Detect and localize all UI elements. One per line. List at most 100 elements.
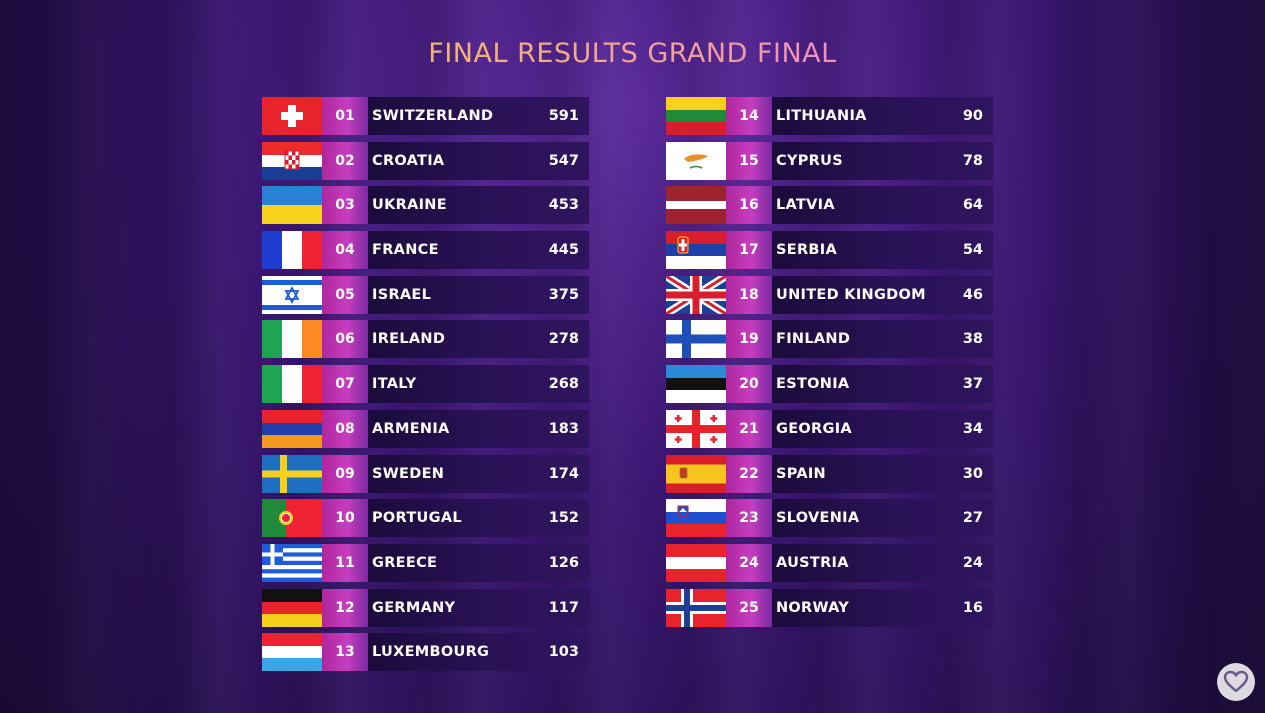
country-name: IRELAND (372, 331, 446, 348)
points-value: 453 (548, 197, 579, 214)
result-bar: AUSTRIA 24 (772, 543, 993, 582)
country-name: SPAIN (776, 465, 826, 482)
flag-spain-icon (666, 454, 726, 493)
country-name: SLOVENIA (776, 510, 860, 527)
flag-sweden-icon (262, 454, 322, 493)
points-value: 24 (962, 554, 983, 571)
result-bar: GREECE 126 (368, 543, 589, 582)
points-value: 37 (962, 376, 983, 393)
favorite-button[interactable] (1217, 663, 1255, 701)
flag-serbia-icon (666, 231, 726, 270)
country-name: LUXEMBOURG (372, 644, 490, 661)
flag-france-icon (262, 231, 322, 270)
result-bar: ISRAEL 375 (368, 275, 589, 314)
result-row-08: 08 ARMENIA 183 (262, 409, 589, 448)
points-value: 591 (548, 108, 579, 124)
country-name: CYPRUS (776, 152, 843, 169)
result-row-23: 23 SLOVENIA 27 (666, 499, 993, 538)
result-row-24: 24 AUSTRIA 24 (666, 543, 993, 582)
points-value: 278 (548, 331, 579, 348)
country-name: GEORGIA (776, 420, 852, 437)
result-bar: ITALY 268 (368, 365, 589, 404)
result-row-22: 22 SPAIN 30 (666, 454, 993, 493)
country-name: NORWAY (776, 599, 850, 616)
result-bar: FINLAND 38 (772, 320, 993, 359)
country-name: UKRAINE (372, 197, 447, 214)
page-title: FINAL RESULTS GRAND FINAL (0, 38, 1265, 69)
points-value: 27 (962, 510, 983, 527)
rank-number: 01 (322, 97, 368, 135)
rank-number: 03 (322, 186, 368, 225)
result-bar: IRELAND 278 (368, 320, 589, 359)
country-name: FINLAND (776, 331, 851, 348)
rank-number: 25 (726, 588, 772, 627)
flag-lithuania-icon (666, 97, 726, 135)
result-row-09: 09 SWEDEN 174 (262, 454, 589, 493)
rank-number: 12 (322, 588, 368, 627)
points-value: 547 (548, 152, 579, 169)
flag-israel-icon (262, 275, 322, 314)
result-bar: PORTUGAL 152 (368, 499, 589, 538)
country-name: LITHUANIA (776, 108, 867, 124)
country-name: ARMENIA (372, 420, 450, 437)
flag-norway-icon (666, 588, 726, 627)
country-name: PORTUGAL (372, 510, 462, 527)
results-column-left: 01 SWITZERLAND 591 02 CROATIA 547 03 UKRAI… (262, 97, 589, 678)
flag-italy-icon (262, 365, 322, 404)
country-name: SWITZERLAND (372, 108, 494, 124)
rank-number: 15 (726, 141, 772, 180)
points-value: 64 (962, 197, 983, 214)
rank-number: 02 (322, 141, 368, 180)
rank-number: 05 (322, 275, 368, 314)
points-value: 174 (548, 465, 579, 482)
result-row-05: 05 ISRAEL 375 (262, 275, 589, 314)
rank-number: 06 (322, 320, 368, 359)
result-bar: GERMANY 117 (368, 588, 589, 627)
result-bar: ARMENIA 183 (368, 409, 589, 448)
result-bar: SPAIN 30 (772, 454, 993, 493)
rank-number: 11 (322, 543, 368, 582)
flag-ukraine-icon (262, 186, 322, 225)
result-bar: FRANCE 445 (368, 231, 589, 270)
result-row-16: 16 LATVIA 64 (666, 186, 993, 225)
points-value: 38 (962, 331, 983, 348)
result-bar: SWEDEN 174 (368, 454, 589, 493)
result-bar: GEORGIA 34 (772, 409, 993, 448)
result-row-03: 03 UKRAINE 453 (262, 186, 589, 225)
points-value: 54 (962, 242, 983, 259)
rank-number: 13 (322, 633, 368, 672)
points-value: 268 (548, 376, 579, 393)
points-value: 30 (962, 465, 983, 482)
result-bar: LUXEMBOURG 103 (368, 633, 589, 672)
result-row-14: 14 LITHUANIA 90 (666, 97, 993, 135)
points-value: 16 (962, 599, 983, 616)
rank-number: 18 (726, 275, 772, 314)
rank-number: 10 (322, 499, 368, 538)
points-value: 46 (962, 286, 983, 303)
result-row-06: 06 IRELAND 278 (262, 320, 589, 359)
rank-number: 23 (726, 499, 772, 538)
points-value: 375 (548, 286, 579, 303)
heart-icon (1223, 670, 1249, 693)
flag-germany-icon (262, 588, 322, 627)
points-value: 445 (548, 242, 579, 259)
result-row-07: 07 ITALY 268 (262, 365, 589, 404)
flag-slovenia-icon (666, 499, 726, 538)
points-value: 34 (962, 420, 983, 437)
result-bar: UNITED KINGDOM 46 (772, 275, 993, 314)
rank-number: 24 (726, 543, 772, 582)
rank-number: 04 (322, 231, 368, 270)
points-value: 78 (962, 152, 983, 169)
results-column-right: 14 LITHUANIA 90 15 CYPRUS 78 16 LATVIA 64 1… (666, 97, 993, 633)
rank-number: 17 (726, 231, 772, 270)
result-row-21: 21 GEORGIA 34 (666, 409, 993, 448)
points-value: 152 (548, 510, 579, 527)
result-bar: LITHUANIA 90 (772, 97, 993, 135)
result-bar: CYPRUS 78 (772, 141, 993, 180)
flag-ireland-icon (262, 320, 322, 359)
rank-number: 07 (322, 365, 368, 404)
flag-finland-icon (666, 320, 726, 359)
result-row-25: 25 NORWAY 16 (666, 588, 993, 627)
rank-number: 21 (726, 409, 772, 448)
country-name: UNITED KINGDOM (776, 286, 926, 303)
